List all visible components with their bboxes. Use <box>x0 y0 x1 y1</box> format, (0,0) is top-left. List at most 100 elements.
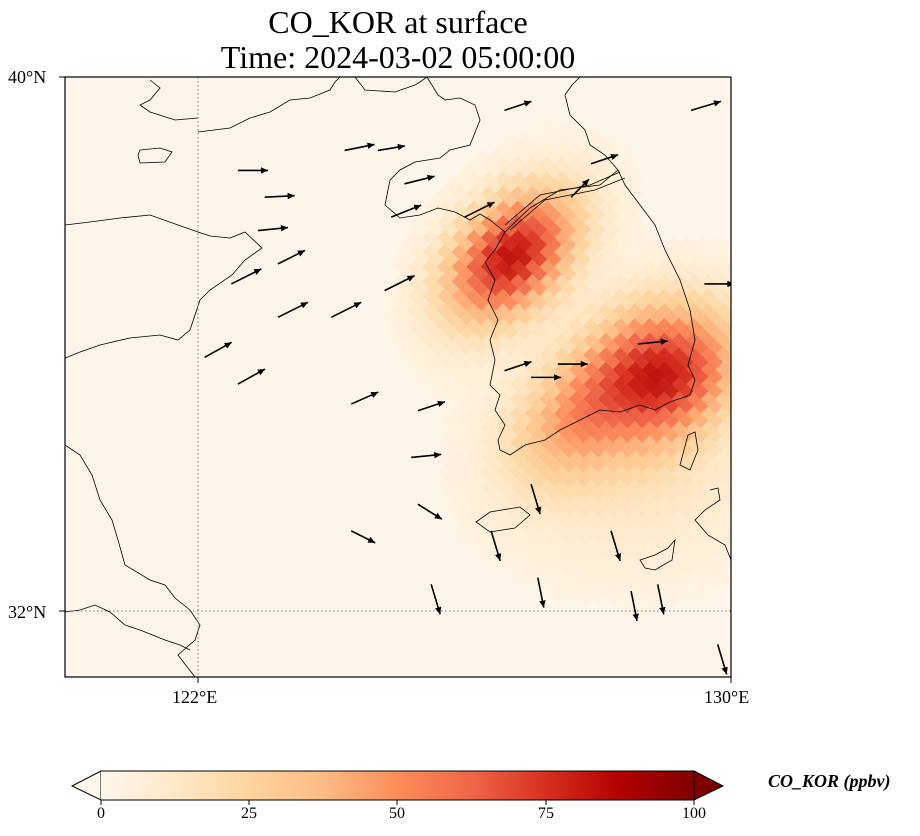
wind-arrow <box>716 644 728 675</box>
field-cell <box>730 383 731 415</box>
field-cell <box>745 369 776 400</box>
field-cell <box>759 457 790 488</box>
coastline-segment <box>197 77 341 133</box>
coastline-segment <box>639 538 676 571</box>
coastline-segment <box>139 79 199 121</box>
coastline-segment <box>509 177 626 231</box>
field-cell <box>745 354 776 385</box>
wind-arrow <box>730 611 731 614</box>
colorbar-tick-0: 0 <box>97 805 105 822</box>
wind-arrow <box>417 503 443 520</box>
field-cell <box>774 413 805 444</box>
map-plot <box>59 76 805 683</box>
field-cell <box>730 397 731 429</box>
field-cell <box>745 486 776 517</box>
field-cell <box>745 471 776 502</box>
wind-arrow <box>504 360 532 372</box>
wind-arrow <box>610 530 622 562</box>
coastline-segment <box>504 171 621 226</box>
field-cell <box>730 295 731 327</box>
colorbar-tick-25: 25 <box>241 805 257 822</box>
field-cell <box>774 354 805 385</box>
field-cell <box>759 383 790 414</box>
coastline-segment <box>694 487 731 561</box>
field-cell <box>730 368 731 400</box>
field-cell <box>730 309 731 341</box>
field-cell <box>745 545 776 576</box>
field-cell <box>745 310 776 341</box>
wind-arrow <box>237 368 266 385</box>
lon-label-130e: 130°E <box>704 687 750 707</box>
field-cell <box>759 398 790 429</box>
field-cell <box>745 530 776 561</box>
wind-arrow <box>230 268 262 285</box>
wind-arrow <box>464 201 495 218</box>
lat-label-40n: 40°N <box>8 67 47 87</box>
field-cell <box>612 148 644 180</box>
field-cell <box>730 471 731 503</box>
field-cell <box>745 266 776 297</box>
field-cell <box>730 530 731 562</box>
field-cell <box>730 500 731 532</box>
field-cell <box>759 515 790 546</box>
field-cell <box>774 501 805 532</box>
field-cell <box>745 398 776 429</box>
wind-arrow <box>390 204 422 218</box>
field-cell <box>774 280 805 311</box>
field-cell <box>730 324 731 356</box>
wind-arrow <box>590 153 619 165</box>
field-cell <box>759 310 790 341</box>
wind-arrow <box>704 280 731 288</box>
field-cell <box>774 471 805 502</box>
field-cell <box>759 471 790 502</box>
lon-label-122e: 122°E <box>172 687 218 707</box>
wind-arrow <box>656 584 666 615</box>
field-cell <box>730 427 731 459</box>
field-cell <box>745 501 776 532</box>
field-cell <box>759 530 790 561</box>
colorbar-tick-75: 75 <box>538 805 554 822</box>
field-cell <box>730 339 731 371</box>
wind-arrow <box>204 341 233 359</box>
field-cell <box>759 354 790 385</box>
field-cell <box>759 339 790 370</box>
field-cell <box>774 457 805 488</box>
wind-arrow <box>537 577 546 608</box>
field-cell <box>730 265 731 297</box>
field-cell <box>759 501 790 532</box>
coastlines <box>65 77 731 677</box>
coastline-segment <box>137 147 173 164</box>
gridlines <box>65 77 731 677</box>
field-cell <box>759 295 790 326</box>
field-cell <box>774 486 805 517</box>
wind-arrow <box>277 301 309 319</box>
field-cell <box>745 324 776 355</box>
axis-ticks <box>59 76 732 683</box>
field-cell <box>774 442 805 473</box>
field-cell <box>774 383 805 414</box>
wind-arrow <box>350 391 379 405</box>
field-cell <box>730 353 731 385</box>
colorbar-tick-50: 50 <box>389 805 405 822</box>
wind-arrow <box>430 584 442 615</box>
coastline-segment <box>475 506 531 533</box>
wind-arrow <box>344 142 375 152</box>
coastline-segment <box>679 431 699 471</box>
field-cell <box>774 369 805 400</box>
field-cell <box>730 456 731 488</box>
concentration-field <box>378 118 805 620</box>
coastline-segment <box>484 169 696 456</box>
field-cell <box>774 515 805 546</box>
wind-arrow <box>404 174 435 185</box>
wind-arrow <box>557 360 588 368</box>
wind-arrow <box>277 249 306 265</box>
field-cell <box>730 251 731 283</box>
wind-arrow <box>690 100 722 112</box>
field-cell <box>745 339 776 370</box>
field-cell <box>759 324 790 355</box>
field-cell <box>745 295 776 326</box>
field-cell <box>730 544 731 576</box>
map-frame <box>64 76 732 678</box>
plot-subtitle-time: Time: 2024-03-02 05:00:00 <box>220 39 576 75</box>
wind-arrow <box>237 167 268 174</box>
